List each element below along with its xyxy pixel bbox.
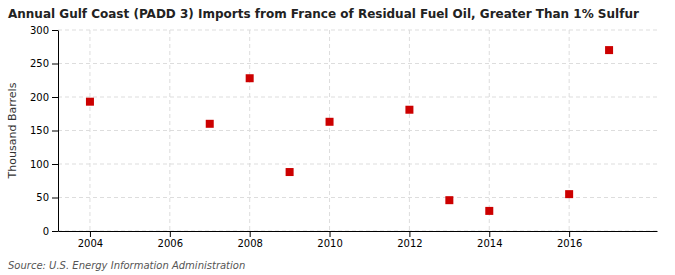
y-axis-title: Thousand Barrels xyxy=(6,82,19,179)
x-axis-tick: 2006 xyxy=(158,231,183,249)
y-axis-tick: 300 xyxy=(30,25,58,36)
x-axis-tick-label: 2006 xyxy=(158,238,183,249)
x-axis-tick: 2014 xyxy=(477,231,502,249)
point xyxy=(206,120,214,128)
y-axis-tick: 200 xyxy=(30,92,58,103)
points xyxy=(86,46,613,215)
y-axis-tick: 50 xyxy=(36,192,58,203)
source-note: Source: U.S. Energy Information Administ… xyxy=(8,260,245,271)
point xyxy=(605,46,613,54)
grid-line-x xyxy=(169,30,170,231)
x-axis-line xyxy=(59,231,658,232)
y-axis-tick-label: 250 xyxy=(30,58,49,69)
x-axis-tick-mark xyxy=(569,231,570,237)
y-axis-tick-mark xyxy=(52,198,58,199)
grid-line-x xyxy=(249,30,250,231)
y-axis: 0 50 100 150 200 250 300 xyxy=(30,25,59,237)
plot-area: 2004 2006 2008 2010 2012 2014 2016 0 50 100 150 200… xyxy=(30,25,658,249)
x-axis-tick-mark xyxy=(170,231,171,237)
title: Annual Gulf Coast (PADD 3) Imports from … xyxy=(8,7,639,21)
y-axis-tick-label: 50 xyxy=(36,192,49,203)
y-axis-tick: 100 xyxy=(30,159,58,170)
point xyxy=(485,207,493,215)
x-axis-tick: 2004 xyxy=(78,231,103,249)
grid-line-y xyxy=(58,30,657,31)
x-axis-tick-mark xyxy=(250,231,251,237)
grid-line-y xyxy=(58,231,657,232)
grid-line-x xyxy=(569,30,570,231)
y-axis-tick-label: 100 xyxy=(30,159,49,170)
point xyxy=(326,118,334,126)
grid-line-y xyxy=(58,164,657,165)
x-axis-tick: 2008 xyxy=(237,231,262,249)
y-axis-tick-label: 200 xyxy=(30,92,49,103)
y-axis-tick-mark xyxy=(52,30,58,31)
y-axis-tick-mark xyxy=(52,131,58,132)
y-axis-tick-mark xyxy=(52,64,58,65)
grid-line-y xyxy=(58,130,657,131)
x-axis-tick-label: 2010 xyxy=(317,238,342,249)
point xyxy=(86,98,94,106)
point xyxy=(286,168,294,176)
y-axis-tick: 0 xyxy=(43,226,58,237)
grid-line-y xyxy=(58,97,657,98)
point xyxy=(246,74,254,82)
y-axis-tick: 250 xyxy=(30,58,58,69)
y-axis-tick-mark xyxy=(52,97,58,98)
y-axis-tick-label: 150 xyxy=(30,125,49,136)
point xyxy=(565,190,573,198)
grid-line-x xyxy=(89,30,90,231)
x-axis-tick-label: 2016 xyxy=(557,238,582,249)
y-axis-tick-mark xyxy=(52,231,58,232)
x-axis: 2004 2006 2008 2010 2012 2014 2016 xyxy=(59,231,658,249)
x-axis-tick: 2010 xyxy=(317,231,342,249)
chart: 2004 2006 2008 2010 2012 2014 2016 0 50 100 150 200… xyxy=(0,0,675,275)
x-axis-tick-mark xyxy=(409,231,410,237)
x-axis-tick-label: 2004 xyxy=(78,238,103,249)
x-axis-tick-mark xyxy=(330,231,331,237)
y-axis-tick-mark xyxy=(52,164,58,165)
grid-line-y xyxy=(58,63,657,64)
point xyxy=(405,106,413,114)
x-axis-tick-label: 2008 xyxy=(237,238,262,249)
grid xyxy=(58,30,657,231)
x-axis-tick: 2016 xyxy=(557,231,582,249)
y-axis-tick-label: 0 xyxy=(43,226,49,237)
x-axis-tick-mark xyxy=(90,231,91,237)
x-axis-tick: 2012 xyxy=(397,231,422,249)
x-axis-tick-label: 2014 xyxy=(477,238,502,249)
grid-line-x xyxy=(329,30,330,231)
y-axis-tick: 150 xyxy=(30,125,58,136)
grid-line-x xyxy=(409,30,410,231)
x-axis-tick-label: 2012 xyxy=(397,238,422,249)
y-axis-tick-label: 300 xyxy=(30,25,49,36)
y-axis-line xyxy=(58,31,59,232)
point xyxy=(445,196,453,204)
grid-line-x xyxy=(489,30,490,231)
x-axis-tick-mark xyxy=(489,231,490,237)
